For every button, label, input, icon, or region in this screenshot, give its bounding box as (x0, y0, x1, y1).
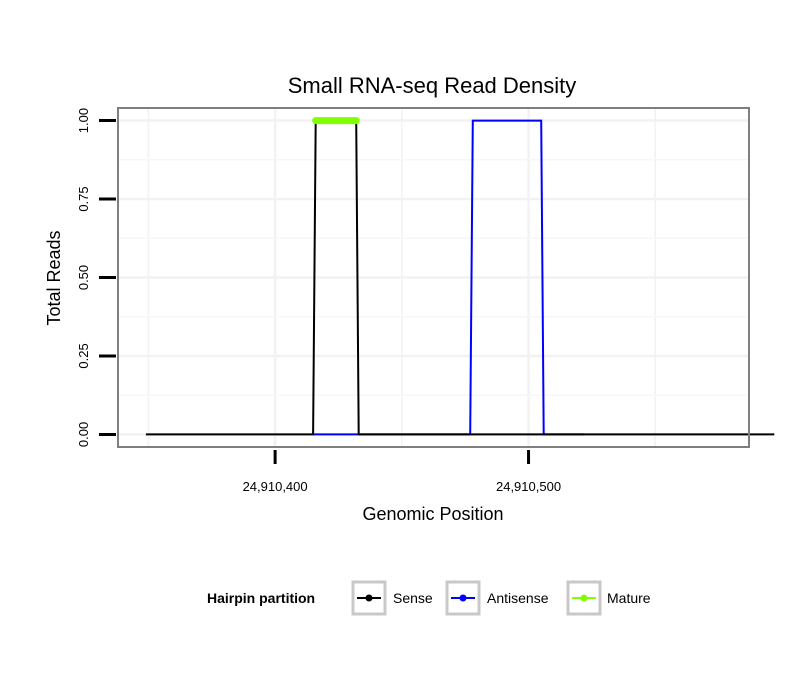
grid-lines (118, 108, 749, 447)
y-axis: 0.00 0.25 0.50 0.75 1.00 (76, 108, 116, 447)
legend-key-point (459, 594, 467, 602)
legend-label: Antisense (487, 590, 549, 606)
y-tick-label: 0.25 (76, 343, 91, 368)
chart-title: Small RNA-seq Read Density (288, 73, 577, 98)
legend-entry-antisense: Antisense (445, 580, 549, 616)
legend-title: Hairpin partition (207, 590, 315, 606)
x-axis: 24,910,400 24,910,500 (243, 450, 561, 494)
legend: Hairpin partition Sense Antisense Mature (207, 580, 651, 616)
legend-entry-mature: Mature (566, 580, 651, 616)
legend-entry-sense: Sense (351, 580, 433, 616)
y-tick-label: 0.00 (76, 422, 91, 447)
series-layer (145, 117, 775, 436)
legend-key-point (580, 594, 588, 602)
y-axis-title: Total Reads (44, 230, 64, 325)
legend-label: Mature (607, 590, 651, 606)
y-tick-label: 1.00 (76, 108, 91, 133)
y-tick-label: 0.75 (76, 186, 91, 211)
plot-border (117, 107, 750, 448)
x-axis-title: Genomic Position (362, 504, 503, 524)
x-tick-label: 24,910,400 (243, 479, 308, 494)
legend-label: Sense (393, 590, 433, 606)
y-tick-label: 0.50 (76, 265, 91, 290)
legend-key-point (365, 594, 373, 602)
x-tick-label: 24,910,500 (496, 479, 561, 494)
